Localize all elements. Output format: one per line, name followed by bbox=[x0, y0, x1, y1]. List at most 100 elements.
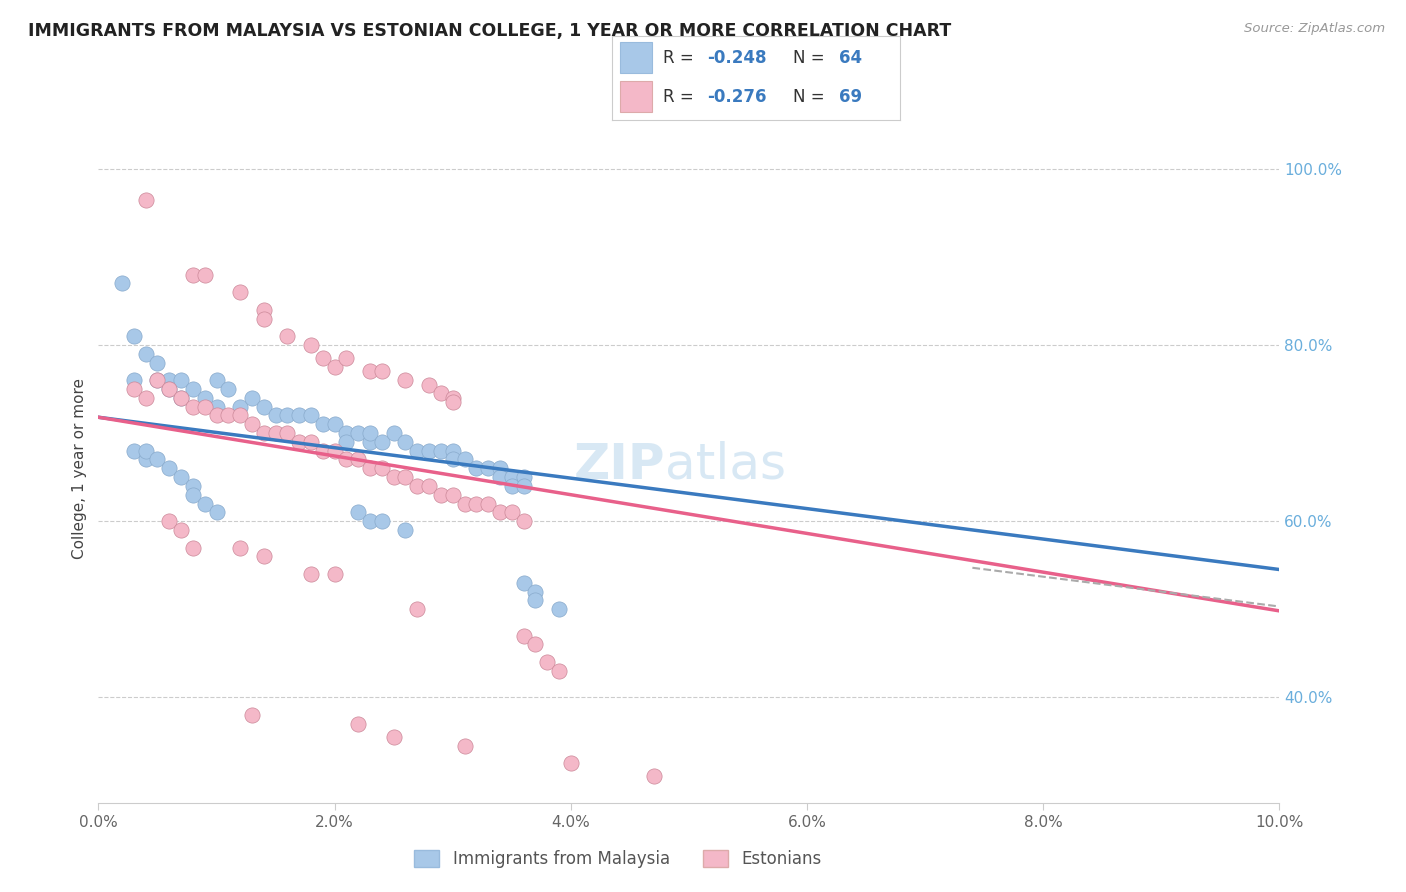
Point bbox=[430, 443, 453, 458]
Point bbox=[359, 461, 381, 475]
Point bbox=[217, 409, 239, 423]
Point bbox=[347, 505, 370, 519]
Point bbox=[229, 409, 252, 423]
Point bbox=[548, 602, 571, 616]
Point bbox=[347, 452, 370, 467]
Point bbox=[501, 479, 523, 493]
Point bbox=[524, 593, 547, 607]
Point bbox=[157, 373, 180, 387]
Point bbox=[441, 452, 464, 467]
Point bbox=[323, 443, 346, 458]
Point bbox=[335, 426, 357, 441]
Point bbox=[229, 541, 252, 555]
Point bbox=[477, 496, 499, 510]
Point bbox=[359, 364, 381, 378]
Point bbox=[276, 329, 298, 343]
Point bbox=[477, 461, 499, 475]
Point bbox=[371, 364, 394, 378]
Point bbox=[382, 426, 405, 441]
Point bbox=[181, 382, 204, 396]
Point bbox=[560, 756, 582, 771]
Point bbox=[418, 443, 440, 458]
Point bbox=[453, 496, 475, 510]
Point bbox=[170, 391, 193, 405]
Point bbox=[181, 479, 204, 493]
Text: -0.248: -0.248 bbox=[707, 49, 766, 67]
Point bbox=[240, 707, 263, 722]
Point bbox=[170, 391, 193, 405]
Point bbox=[229, 400, 252, 414]
Text: IMMIGRANTS FROM MALAYSIA VS ESTONIAN COLLEGE, 1 YEAR OR MORE CORRELATION CHART: IMMIGRANTS FROM MALAYSIA VS ESTONIAN COL… bbox=[28, 22, 952, 40]
Point bbox=[441, 488, 464, 502]
Point bbox=[465, 496, 488, 510]
Point bbox=[135, 443, 157, 458]
Point bbox=[146, 356, 169, 370]
Y-axis label: College, 1 year or more: College, 1 year or more bbox=[72, 378, 87, 558]
Point bbox=[441, 443, 464, 458]
Point bbox=[170, 373, 193, 387]
Point bbox=[430, 488, 453, 502]
Point bbox=[157, 382, 180, 396]
Point bbox=[359, 434, 381, 449]
Point bbox=[264, 426, 287, 441]
Point bbox=[122, 373, 145, 387]
Text: -0.276: -0.276 bbox=[707, 87, 766, 105]
Point bbox=[489, 461, 512, 475]
Point bbox=[359, 426, 381, 441]
Point bbox=[299, 566, 322, 581]
Point bbox=[122, 443, 145, 458]
Point bbox=[135, 193, 157, 207]
Point bbox=[524, 637, 547, 651]
Point bbox=[194, 391, 217, 405]
Point bbox=[312, 417, 335, 432]
Point bbox=[157, 514, 180, 528]
Point bbox=[253, 426, 276, 441]
Point bbox=[217, 382, 239, 396]
Point bbox=[394, 434, 416, 449]
FancyBboxPatch shape bbox=[620, 81, 652, 112]
Point bbox=[194, 400, 217, 414]
Point bbox=[170, 470, 193, 484]
Point bbox=[288, 434, 311, 449]
Point bbox=[394, 523, 416, 537]
Point bbox=[418, 479, 440, 493]
Point bbox=[111, 277, 134, 291]
Point bbox=[122, 382, 145, 396]
Point bbox=[536, 655, 558, 669]
Point bbox=[312, 443, 335, 458]
Point bbox=[181, 400, 204, 414]
Point bbox=[146, 452, 169, 467]
Point bbox=[135, 391, 157, 405]
Point bbox=[276, 409, 298, 423]
Point bbox=[253, 400, 276, 414]
Point bbox=[240, 417, 263, 432]
Point bbox=[382, 470, 405, 484]
Point bbox=[512, 575, 534, 590]
Point bbox=[394, 470, 416, 484]
Text: 69: 69 bbox=[839, 87, 862, 105]
Point bbox=[157, 382, 180, 396]
Point bbox=[441, 391, 464, 405]
Point bbox=[146, 373, 169, 387]
Point bbox=[170, 523, 193, 537]
Point bbox=[394, 373, 416, 387]
Text: 64: 64 bbox=[839, 49, 862, 67]
Point bbox=[229, 285, 252, 300]
Point bbox=[548, 664, 571, 678]
Point bbox=[382, 730, 405, 744]
Point bbox=[205, 373, 228, 387]
Text: ZIP: ZIP bbox=[574, 441, 665, 489]
Point bbox=[430, 386, 453, 401]
Point bbox=[347, 716, 370, 731]
Point bbox=[264, 409, 287, 423]
Point bbox=[146, 373, 169, 387]
Point bbox=[643, 769, 665, 783]
Point bbox=[512, 514, 534, 528]
Point bbox=[512, 479, 534, 493]
Point bbox=[323, 360, 346, 375]
Point bbox=[253, 549, 276, 564]
Point bbox=[347, 426, 370, 441]
Point bbox=[406, 602, 429, 616]
Legend: Immigrants from Malaysia, Estonians: Immigrants from Malaysia, Estonians bbox=[408, 843, 828, 875]
Point bbox=[406, 443, 429, 458]
